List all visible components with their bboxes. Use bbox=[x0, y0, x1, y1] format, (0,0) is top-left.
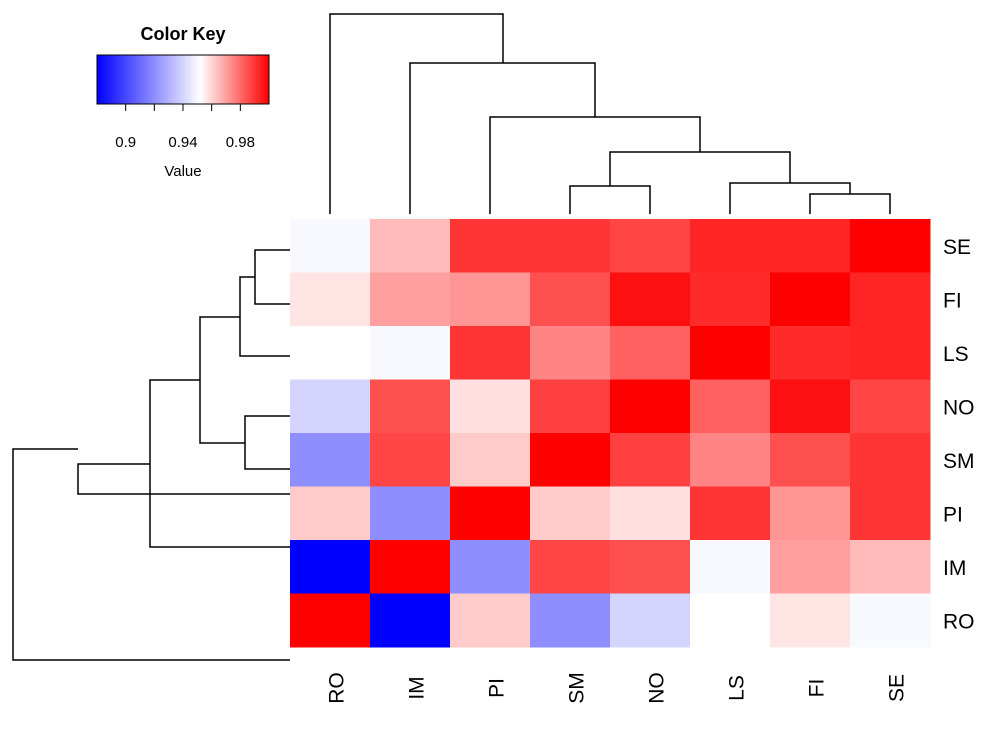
heatmap-cell-ro-no bbox=[610, 593, 691, 648]
heatmap-cell-no-im bbox=[370, 379, 451, 434]
color-key: Color Key 0.9 0.94 0.98 Value bbox=[96, 24, 270, 180]
heatmap-cell-se-ls bbox=[690, 219, 771, 273]
heatmap-cell-no-pi bbox=[450, 379, 531, 434]
column-dendrogram bbox=[329, 13, 891, 214]
color-key-tick-label: 0.98 bbox=[226, 134, 255, 151]
row-label-se: SE bbox=[943, 236, 971, 259]
heatmap-cell-pi-sm bbox=[530, 486, 611, 541]
row-label-sm: SM bbox=[943, 450, 975, 473]
heatmap-cell-no-se bbox=[850, 379, 931, 434]
heatmap-cell-pi-im bbox=[370, 486, 451, 541]
heatmap-cell-sm-im bbox=[370, 433, 451, 487]
heatmap-cell-se-se bbox=[850, 219, 931, 273]
heatmap-cell-se-sm bbox=[530, 219, 611, 273]
heatmap-cell-ls-sm bbox=[530, 326, 611, 380]
heatmap-cell-no-sm bbox=[530, 379, 611, 434]
heatmap-cell-pi-no bbox=[610, 486, 691, 541]
color-key-ticks: 0.9 0.94 0.98 bbox=[115, 104, 255, 151]
row-dendrogram bbox=[12, 249, 290, 661]
heatmap-cell-ls-se bbox=[850, 326, 931, 380]
heatmap-cell-sm-fi bbox=[770, 433, 851, 487]
heatmap-cell-im-ls bbox=[690, 540, 771, 594]
heatmap-cell-se-fi bbox=[770, 219, 851, 273]
heatmap-cell-ls-ro bbox=[290, 326, 371, 380]
heatmap-cell-im-no bbox=[610, 540, 691, 594]
heatmap-cell-im-fi bbox=[770, 540, 851, 594]
heatmap-cell-ls-im bbox=[370, 326, 451, 380]
heatmap-cell-ro-fi bbox=[770, 593, 851, 648]
heatmap-cell-ro-sm bbox=[530, 593, 611, 648]
heatmap-cell-pi-pi bbox=[450, 486, 531, 541]
row-label-fi: FI bbox=[943, 289, 962, 312]
column-label-no: NO bbox=[646, 672, 669, 704]
heatmap-cell-ro-se bbox=[850, 593, 931, 648]
heatmap-cell-im-im bbox=[370, 540, 451, 594]
heatmap-cells bbox=[290, 219, 931, 648]
heatmap-cell-fi-no bbox=[610, 272, 691, 327]
heatmap-cell-sm-pi bbox=[450, 433, 531, 487]
heatmap-cell-pi-fi bbox=[770, 486, 851, 541]
heatmap-cell-pi-ro bbox=[290, 486, 371, 541]
heatmap-cell-no-no bbox=[610, 379, 691, 434]
row-label-ro: RO bbox=[943, 610, 975, 633]
heatmap-cell-se-im bbox=[370, 219, 451, 273]
column-label-sm: SM bbox=[566, 672, 589, 704]
heatmap-cell-im-se bbox=[850, 540, 931, 594]
column-labels: RO IM PI SM NO LS FI SE bbox=[326, 672, 909, 704]
heatmap-cell-sm-ro bbox=[290, 433, 371, 487]
color-key-gradient bbox=[96, 54, 270, 105]
heatmap-cell-sm-ls bbox=[690, 433, 771, 487]
color-key-tick-label: 0.94 bbox=[168, 134, 197, 151]
heatmap-cell-im-ro bbox=[290, 540, 371, 594]
heatmap-cell-pi-ls bbox=[690, 486, 771, 541]
column-label-fi: FI bbox=[806, 679, 829, 698]
heatmap-cell-fi-ls bbox=[690, 272, 771, 327]
row-label-pi: PI bbox=[943, 503, 963, 526]
heatmap-cell-ls-pi bbox=[450, 326, 531, 380]
column-label-se: SE bbox=[886, 674, 909, 702]
heatmap-cell-se-pi bbox=[450, 219, 531, 273]
color-key-xlabel: Value bbox=[164, 163, 201, 180]
heatmap-cell-sm-se bbox=[850, 433, 931, 487]
heatmap-cell-ro-ro bbox=[290, 593, 371, 648]
heatmap-cell-fi-sm bbox=[530, 272, 611, 327]
heatmap-cell-no-ls bbox=[690, 379, 771, 434]
heatmap-cell-pi-se bbox=[850, 486, 931, 541]
heatmap-cell-im-sm bbox=[530, 540, 611, 594]
row-labels: SE FI LS NO SM PI IM RO bbox=[943, 236, 975, 634]
heatmap-cell-fi-im bbox=[370, 272, 451, 327]
column-label-ro: RO bbox=[326, 672, 349, 704]
heatmap-cell-ls-no bbox=[610, 326, 691, 380]
heatmap-cell-se-no bbox=[610, 219, 691, 273]
heatmap-cell-se-ro bbox=[290, 219, 371, 273]
row-label-im: IM bbox=[943, 557, 966, 580]
row-label-no: NO bbox=[943, 396, 975, 419]
column-label-ls: LS bbox=[726, 675, 749, 701]
heatmap-cell-no-fi bbox=[770, 379, 851, 434]
row-label-ls: LS bbox=[943, 343, 969, 366]
heatmap-cell-fi-se bbox=[850, 272, 931, 327]
heatmap-cell-fi-ro bbox=[290, 272, 371, 327]
color-key-tick-label: 0.9 bbox=[115, 134, 136, 151]
heatmap-cell-ro-im bbox=[370, 593, 451, 648]
column-label-im: IM bbox=[406, 676, 429, 699]
heatmap-cell-sm-sm bbox=[530, 433, 611, 487]
column-label-pi: PI bbox=[486, 678, 509, 698]
heatmap-cell-fi-pi bbox=[450, 272, 531, 327]
color-key-title: Color Key bbox=[140, 24, 225, 44]
heatmap-cell-no-ro bbox=[290, 379, 371, 434]
heatmap-cell-im-pi bbox=[450, 540, 531, 594]
heatmap-cell-ls-ls bbox=[690, 326, 771, 380]
heatmap-cell-sm-no bbox=[610, 433, 691, 487]
heatmap-cell-fi-fi bbox=[770, 272, 851, 327]
heatmap-cell-ro-ls bbox=[690, 593, 771, 648]
heatmap-cell-ro-pi bbox=[450, 593, 531, 648]
heatmap-cell-ls-fi bbox=[770, 326, 851, 380]
